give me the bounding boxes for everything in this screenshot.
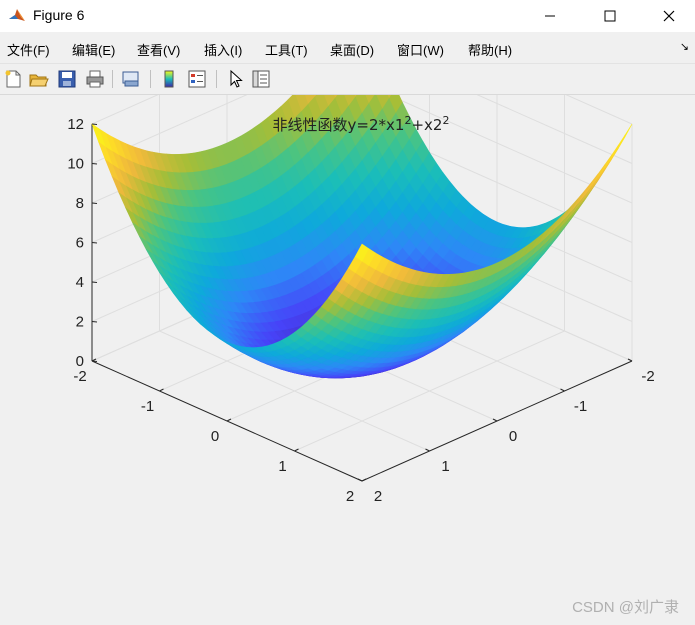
menu-insert[interactable]: 插入(I) bbox=[204, 40, 242, 59]
menu-desktop[interactable]: 桌面(D) bbox=[330, 40, 374, 59]
window-title: Figure 6 bbox=[33, 7, 84, 23]
menu-window[interactable]: 窗口(W) bbox=[397, 40, 444, 59]
z-tick-label: 6 bbox=[76, 235, 84, 252]
menu-tools[interactable]: 工具(T) bbox=[265, 40, 308, 59]
maximize-button[interactable] bbox=[587, 0, 633, 32]
print-icon[interactable] bbox=[84, 68, 106, 90]
x-tick-label: 0 bbox=[211, 428, 219, 445]
insert-legend-icon[interactable] bbox=[186, 68, 208, 90]
z-tick-mark bbox=[92, 243, 97, 244]
z-tick-mark bbox=[92, 164, 97, 165]
close-button[interactable] bbox=[646, 0, 692, 32]
surface-mesh bbox=[92, 95, 632, 378]
menu-bar: 文件(F) 编辑(E) 查看(V) 插入(I) 工具(T) 桌面(D) 窗口(W… bbox=[0, 36, 695, 60]
minimize-button[interactable] bbox=[527, 0, 573, 32]
z-tick-mark bbox=[92, 322, 97, 323]
z-tick-label: 2 bbox=[76, 314, 84, 331]
toolbar-separator bbox=[150, 70, 151, 88]
z-tick-label: 12 bbox=[67, 116, 84, 133]
z-tick-label: 10 bbox=[67, 156, 84, 173]
matlab-icon[interactable] bbox=[8, 7, 26, 25]
menu-help[interactable]: 帮助(H) bbox=[468, 40, 512, 59]
y-tick-label: -2 bbox=[641, 368, 654, 385]
close-icon bbox=[663, 10, 675, 22]
link-plot-icon[interactable] bbox=[120, 68, 142, 90]
y-tick-label: 0 bbox=[509, 428, 517, 445]
z-tick-mark bbox=[92, 124, 97, 125]
x-tick-label: 2 bbox=[346, 488, 354, 505]
toolbar bbox=[0, 63, 695, 94]
y-tick-label: -1 bbox=[574, 398, 587, 415]
z-tick-label: 4 bbox=[76, 274, 84, 291]
maximize-icon bbox=[604, 10, 616, 22]
double-arrow-icon[interactable]: ↘ bbox=[680, 40, 689, 53]
z-tick-mark bbox=[92, 282, 97, 283]
save-icon[interactable] bbox=[56, 68, 78, 90]
plot-title: 非线性函数y=2*x12+x22 bbox=[273, 114, 450, 135]
menu-view[interactable]: 查看(V) bbox=[137, 40, 180, 59]
insert-colorbar-icon[interactable] bbox=[158, 68, 180, 90]
minimize-icon bbox=[544, 10, 556, 22]
title-bar: Figure 6 bbox=[0, 0, 695, 32]
x-tick-label: -2 bbox=[73, 368, 86, 385]
x-tick-label: -1 bbox=[141, 398, 154, 415]
y-tick-label: 1 bbox=[441, 458, 449, 475]
x-tick-label: 1 bbox=[278, 458, 286, 475]
edit-plot-arrow-icon[interactable] bbox=[224, 68, 246, 90]
z-tick-mark bbox=[92, 203, 97, 204]
y-tick-label: 2 bbox=[374, 488, 382, 505]
z-tick-label: 8 bbox=[76, 195, 84, 212]
new-figure-icon[interactable] bbox=[2, 68, 24, 90]
open-file-icon[interactable] bbox=[28, 68, 50, 90]
property-inspector-icon[interactable] bbox=[250, 68, 272, 90]
menu-edit[interactable]: 编辑(E) bbox=[72, 40, 115, 59]
menu-file[interactable]: 文件(F) bbox=[7, 40, 50, 59]
toolbar-separator bbox=[216, 70, 217, 88]
watermark: CSDN @刘广隶 bbox=[572, 596, 679, 617]
toolbar-separator bbox=[112, 70, 113, 88]
